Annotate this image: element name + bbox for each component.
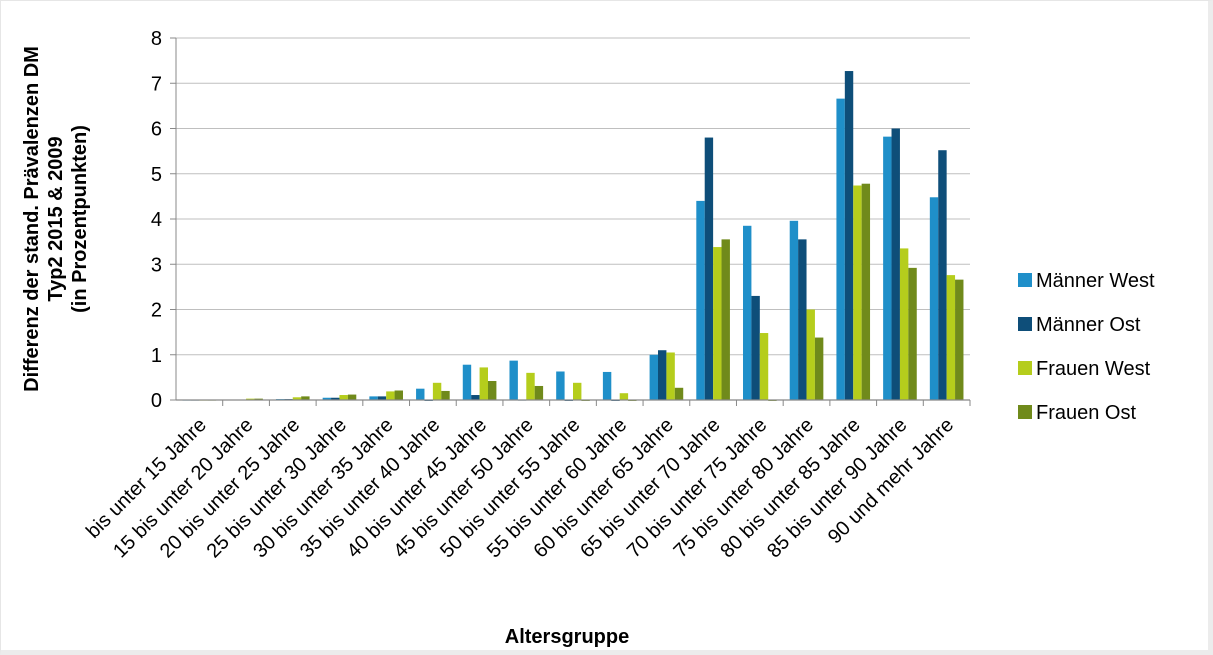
bar [836,98,845,400]
legend-label: Männer West [1036,270,1155,292]
bar [751,295,760,400]
bar [254,398,263,400]
bar [462,364,472,400]
bar [883,136,892,400]
bar [908,267,917,400]
bar [649,354,659,400]
x-axis-title: Altersgruppe [505,626,629,648]
bar [938,150,947,400]
legend-swatch [1018,361,1032,375]
y-tick-label: 7 [151,73,162,95]
legend-label: Frauen West [1036,358,1151,380]
bar [377,396,387,400]
bar [301,396,310,400]
bar [658,350,667,400]
bar [432,382,442,400]
bar [666,352,675,400]
bar [394,390,403,400]
y-tick-label: 8 [151,28,162,50]
bar [441,390,450,400]
y-tick-label: 1 [151,345,162,367]
legend: Männer West Männer Ost Frauen West Frauen O… [1018,270,1155,424]
bar [899,248,909,400]
bar [479,367,488,400]
bars [182,71,964,401]
y-tick-label: 0 [151,390,162,412]
legend-swatch [1018,405,1032,419]
bar [743,225,752,400]
bar [759,333,769,400]
bar [814,337,824,400]
bar [946,275,956,400]
y-tick-label: 4 [151,209,162,231]
bar [602,371,612,400]
bar [806,309,815,400]
bar [471,395,480,400]
axes [170,37,971,406]
bar [721,239,730,400]
legend-swatch [1018,273,1032,287]
y-axis-title-line: Differenz der stand. Prävalenzen DM [21,46,43,392]
bar [891,128,900,400]
bar [844,71,854,400]
bar [573,382,582,400]
bar [704,137,714,401]
bar [322,397,332,400]
bar [292,397,302,400]
bar [929,197,939,400]
bar [487,380,497,400]
bar [339,395,348,400]
y-tick-label: 2 [151,300,162,322]
bar [386,391,395,400]
y-tick-label: 3 [151,254,162,276]
bar [347,394,357,400]
bar [509,360,518,400]
bar [331,397,340,400]
bar [798,239,807,400]
legend-label: Frauen Ost [1036,402,1136,424]
y-tick-label: 5 [151,164,162,186]
bar [619,393,629,400]
y-tick-labels: 0 1 2 3 4 5 6 7 8 [151,28,162,412]
y-axis-title-line: (in Prozentpunkten) [69,125,91,313]
bar [853,185,862,400]
bar [955,279,964,400]
y-tick-label: 6 [151,119,162,141]
bar [713,247,722,400]
y-axis-title: Differenz der stand. Prävalenzen DM Typ2 … [21,46,91,392]
bar [526,372,535,400]
bar [696,200,705,400]
legend-label: Männer Ost [1036,314,1141,336]
bar [556,371,565,400]
bar [369,396,378,400]
bar [534,385,544,400]
bar [789,220,799,400]
bar [674,387,684,400]
legend-swatch [1018,317,1032,331]
bar [861,183,871,400]
bar [246,398,255,400]
y-axis-title-line: Typ2 2015 & 2009 [45,136,67,301]
bar [416,388,425,400]
